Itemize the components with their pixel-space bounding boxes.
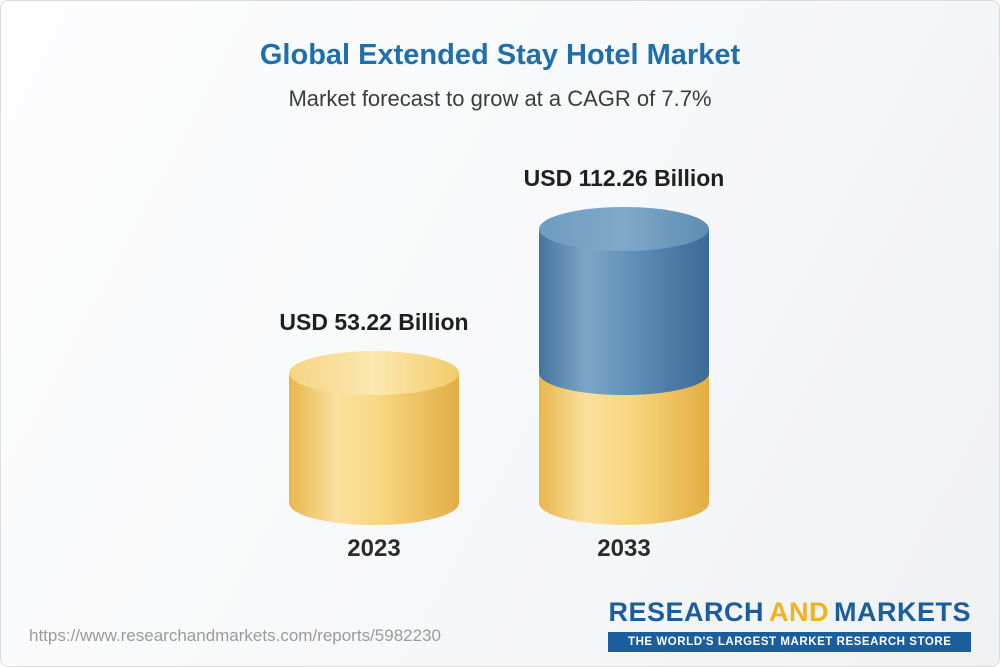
chart-bars (289, 207, 709, 525)
logo-word-markets: MARKETS (834, 597, 971, 627)
value-label-2023: USD 53.22 Billion (279, 309, 469, 336)
logo-word-and: AND (769, 597, 829, 627)
chart-subtitle: Market forecast to grow at a CAGR of 7.7… (288, 86, 712, 111)
value-label-2033: USD 112.26 Billion (523, 165, 725, 191)
logo-tagline: THE WORLD'S LARGEST MARKET RESEARCH STOR… (608, 632, 971, 652)
category-label-2033: 2033 (597, 535, 651, 562)
logo-wordmark: RESEARCH AND MARKETS (608, 597, 971, 628)
chart-title: Global Extended Stay Hotel Market (259, 39, 741, 71)
research-and-markets-logo: RESEARCH AND MARKETS THE WORLD'S LARGEST M… (608, 597, 971, 652)
category-label-2023: 2023 (347, 535, 401, 562)
report-url: https://www.researchandmarkets.com/repor… (29, 626, 441, 645)
logo-word-research: RESEARCH (608, 597, 764, 627)
